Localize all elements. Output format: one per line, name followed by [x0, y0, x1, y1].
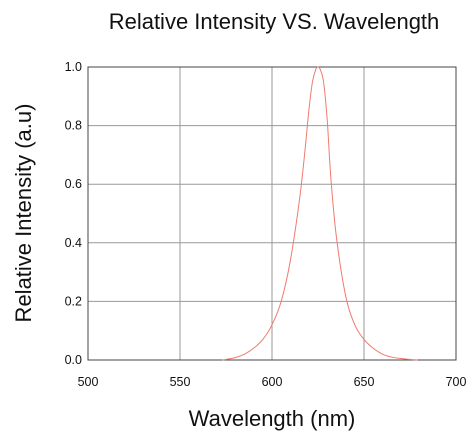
x-tick-label: 650 [354, 375, 375, 389]
y-tick-label: 0.8 [65, 119, 82, 133]
y-tick-labels: 0.0 0.2 0.4 0.6 0.8 1.0 [65, 60, 82, 367]
x-tick-label: 550 [170, 375, 191, 389]
chart-title: Relative Intensity VS. Wavelength [109, 9, 440, 34]
y-tick-label: 0.4 [65, 236, 82, 250]
x-axis-title: Wavelength (nm) [189, 406, 356, 431]
grid [88, 67, 456, 360]
y-tick-label: 0.0 [65, 353, 82, 367]
plot-frame [87, 66, 457, 361]
x-tick-label: 500 [78, 375, 99, 389]
y-axis-title: Relative Intensity (a.u) [11, 104, 36, 323]
y-tick-label: 1.0 [65, 60, 82, 74]
x-tick-label: 700 [446, 375, 467, 389]
series-line [222, 66, 418, 361]
x-tick-labels: 500 550 600 650 700 [78, 375, 467, 389]
y-tick-label: 0.2 [65, 294, 82, 308]
y-tick-label: 0.6 [65, 177, 82, 191]
x-tick-label: 600 [262, 375, 283, 389]
